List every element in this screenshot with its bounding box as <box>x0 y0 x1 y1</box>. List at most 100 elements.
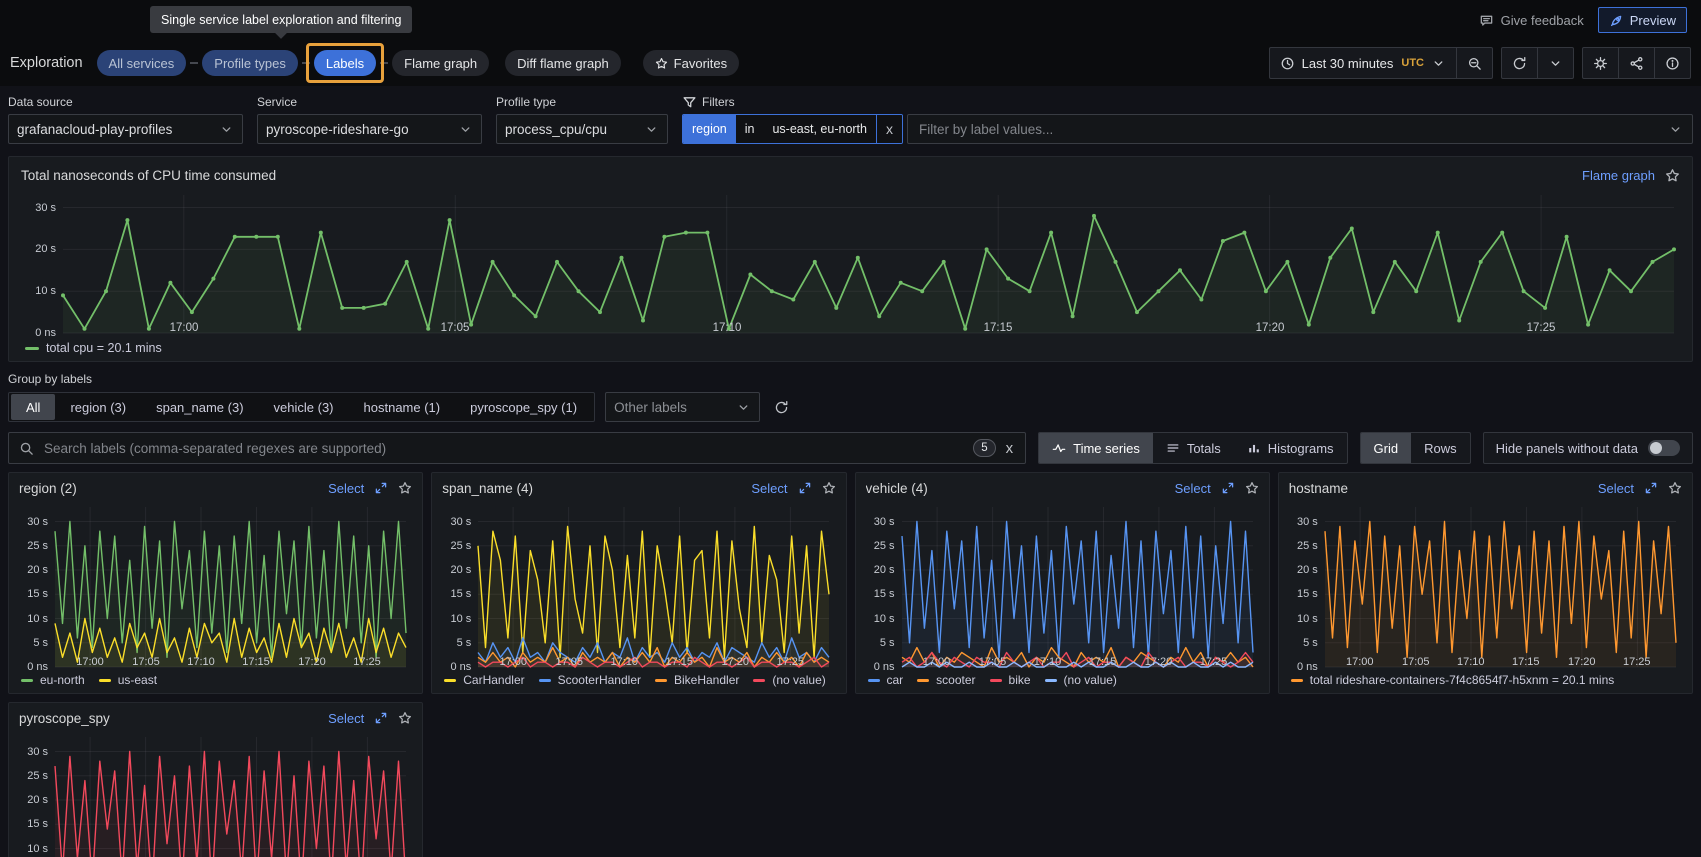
favorite-star-icon[interactable] <box>822 481 836 495</box>
total-cpu-chart[interactable]: 30 s20 s10 s0 ns <box>21 189 1680 320</box>
panel-chart[interactable]: 30 s25 s20 s15 s10 s5 s0 ns <box>19 501 412 654</box>
filter-chip-value[interactable]: us-east, eu-north <box>763 115 876 143</box>
expand-panel-icon[interactable] <box>374 481 388 495</box>
hide-panels-toggle[interactable] <box>1648 440 1680 456</box>
label-panel-span_name: span_name (4) Select 30 s25 s20 s15 s10 … <box>431 472 846 694</box>
remove-filter-button[interactable]: x <box>876 115 902 143</box>
expand-panel-icon[interactable] <box>1221 481 1235 495</box>
y-axis-label: 25 s <box>19 770 48 782</box>
group-by-tab-span-name-3[interactable]: span_name (3) <box>141 394 258 420</box>
share-button[interactable] <box>1618 48 1654 78</box>
filter-values-input[interactable] <box>917 121 1660 138</box>
profile-type-select[interactable]: process_cpu/cpu <box>496 114 668 144</box>
favorite-star-icon[interactable] <box>1665 168 1680 183</box>
preview-button[interactable]: Preview <box>1598 7 1687 33</box>
y-axis-label: 15 s <box>1289 588 1318 600</box>
legend-item[interactable]: total cpu = 20.1 mins <box>25 341 162 355</box>
view-mode-time-series[interactable]: Time series <box>1039 433 1153 463</box>
legend-item[interactable]: us-east <box>99 673 157 687</box>
x-axis-label: 17:05 <box>441 322 470 334</box>
select-link[interactable]: Select <box>328 481 364 496</box>
legend-item[interactable]: CarHandler <box>444 673 524 687</box>
panel-chart[interactable]: 30 s25 s20 s15 s10 s5 s0 ns <box>19 731 412 857</box>
layout-mode-grid[interactable]: Grid <box>1361 433 1412 463</box>
series-color-dash <box>539 679 551 682</box>
group-by-tab-pyroscope-spy-1[interactable]: pyroscope_spy (1) <box>455 394 592 420</box>
sync-group-by-button[interactable] <box>770 396 793 419</box>
settings-button[interactable] <box>1583 48 1618 78</box>
legend-item[interactable]: total rideshare-containers-7f4c8654f7-h5… <box>1291 673 1615 687</box>
info-button[interactable] <box>1654 48 1690 78</box>
series-label: total rideshare-containers-7f4c8654f7-h5… <box>1310 673 1615 687</box>
select-link[interactable]: Select <box>1175 481 1211 496</box>
view-mode-histograms[interactable]: Histograms <box>1234 433 1347 463</box>
datasource-select[interactable]: grafanacloud-play-profiles <box>8 114 243 144</box>
view-mode-label: Totals <box>1187 441 1221 456</box>
label-panel-pyroscope_spy: pyroscope_spy Select 30 s25 s20 s15 s10 … <box>8 702 423 857</box>
y-axis-label: 10 s <box>1289 613 1318 625</box>
nav-tab-label: Diff flame graph <box>517 56 609 71</box>
refresh-interval-dropdown[interactable] <box>1537 48 1573 78</box>
x-axis-label: 17:20 <box>298 656 326 668</box>
label-panel-vehicle: vehicle (4) Select 30 s25 s20 s15 s10 s5… <box>855 472 1270 694</box>
x-axis-label: 17:20 <box>1145 656 1173 668</box>
pill-connector <box>190 62 198 64</box>
panel-x-axis: 17:0017:0517:1017:1517:2017:25 <box>866 654 1259 669</box>
search-labels-box: 5 x <box>8 432 1026 464</box>
panel-title: vehicle (4) <box>866 481 928 496</box>
favorite-star-icon[interactable] <box>398 481 412 495</box>
legend-item[interactable]: bike <box>990 673 1031 687</box>
nav-tab-flame-graph[interactable]: Flame graph <box>392 50 489 76</box>
legend-item[interactable]: BikeHandler <box>655 673 739 687</box>
series-label: ScooterHandler <box>558 673 641 687</box>
group-by-tab-all[interactable]: All <box>11 394 55 420</box>
filter-chip-key[interactable]: region <box>683 115 736 143</box>
favorite-star-icon[interactable] <box>398 711 412 725</box>
panel-chart[interactable]: 30 s25 s20 s15 s10 s5 s0 ns <box>1289 501 1682 654</box>
nav-tab-favorites[interactable]: Favorites <box>643 50 739 76</box>
label-panel-region: region (2) Select 30 s25 s20 s15 s10 s5 … <box>8 472 423 694</box>
nav-tab-labels[interactable]: Labels <box>314 50 376 76</box>
expand-panel-icon[interactable] <box>798 481 812 495</box>
y-axis-label: 20 s <box>442 564 471 576</box>
zoom-out-button[interactable] <box>1456 48 1492 78</box>
legend-item[interactable]: ScooterHandler <box>539 673 641 687</box>
legend-item[interactable]: car <box>868 673 904 687</box>
refresh-button[interactable] <box>1502 48 1537 78</box>
expand-panel-icon[interactable] <box>1644 481 1658 495</box>
legend-item[interactable]: eu-north <box>21 673 85 687</box>
nav-tab-all-services[interactable]: All services <box>97 50 187 76</box>
share-icon <box>1629 56 1644 71</box>
favorite-star-icon[interactable] <box>1668 481 1682 495</box>
y-axis-label: 25 s <box>866 540 895 552</box>
time-series-plot <box>866 501 1259 668</box>
expand-panel-icon[interactable] <box>374 711 388 725</box>
other-labels-select[interactable]: Other labels <box>605 392 760 422</box>
group-by-tab-vehicle-3[interactable]: vehicle (3) <box>259 394 349 420</box>
nav-tab-profile-types[interactable]: Profile types <box>202 50 298 76</box>
favorite-star-icon[interactable] <box>1245 481 1259 495</box>
search-labels-input[interactable] <box>42 440 965 457</box>
y-axis-label: 20 s <box>1289 564 1318 576</box>
time-range-button[interactable]: Last 30 minutes UTC <box>1270 48 1456 78</box>
legend-item[interactable]: (no value) <box>753 673 825 687</box>
nav-tab-diff-flame-graph[interactable]: Diff flame graph <box>505 50 621 76</box>
layout-mode-rows[interactable]: Rows <box>1411 433 1470 463</box>
flame-graph-link[interactable]: Flame graph <box>1582 168 1655 183</box>
clear-search-button[interactable]: x <box>1004 440 1016 457</box>
filter-chip-operator[interactable]: in <box>736 115 764 143</box>
datasource-value: grafanacloud-play-profiles <box>17 122 172 137</box>
give-feedback-button[interactable]: Give feedback <box>1475 11 1588 30</box>
group-by-tab-hostname-1[interactable]: hostname (1) <box>349 394 456 420</box>
view-mode-totals[interactable]: Totals <box>1153 433 1234 463</box>
panel-chart[interactable]: 30 s25 s20 s15 s10 s5 s0 ns <box>442 501 835 654</box>
legend-item[interactable]: (no value) <box>1045 673 1117 687</box>
group-by-tab-region-3[interactable]: region (3) <box>55 394 141 420</box>
panel-chart[interactable]: 30 s25 s20 s15 s10 s5 s0 ns <box>866 501 1259 654</box>
select-link[interactable]: Select <box>328 711 364 726</box>
chart-legend: total cpu = 20.1 mins <box>21 337 1680 355</box>
legend-item[interactable]: scooter <box>917 673 975 687</box>
select-link[interactable]: Select <box>1598 481 1634 496</box>
select-link[interactable]: Select <box>751 481 787 496</box>
service-select[interactable]: pyroscope-rideshare-go <box>257 114 482 144</box>
